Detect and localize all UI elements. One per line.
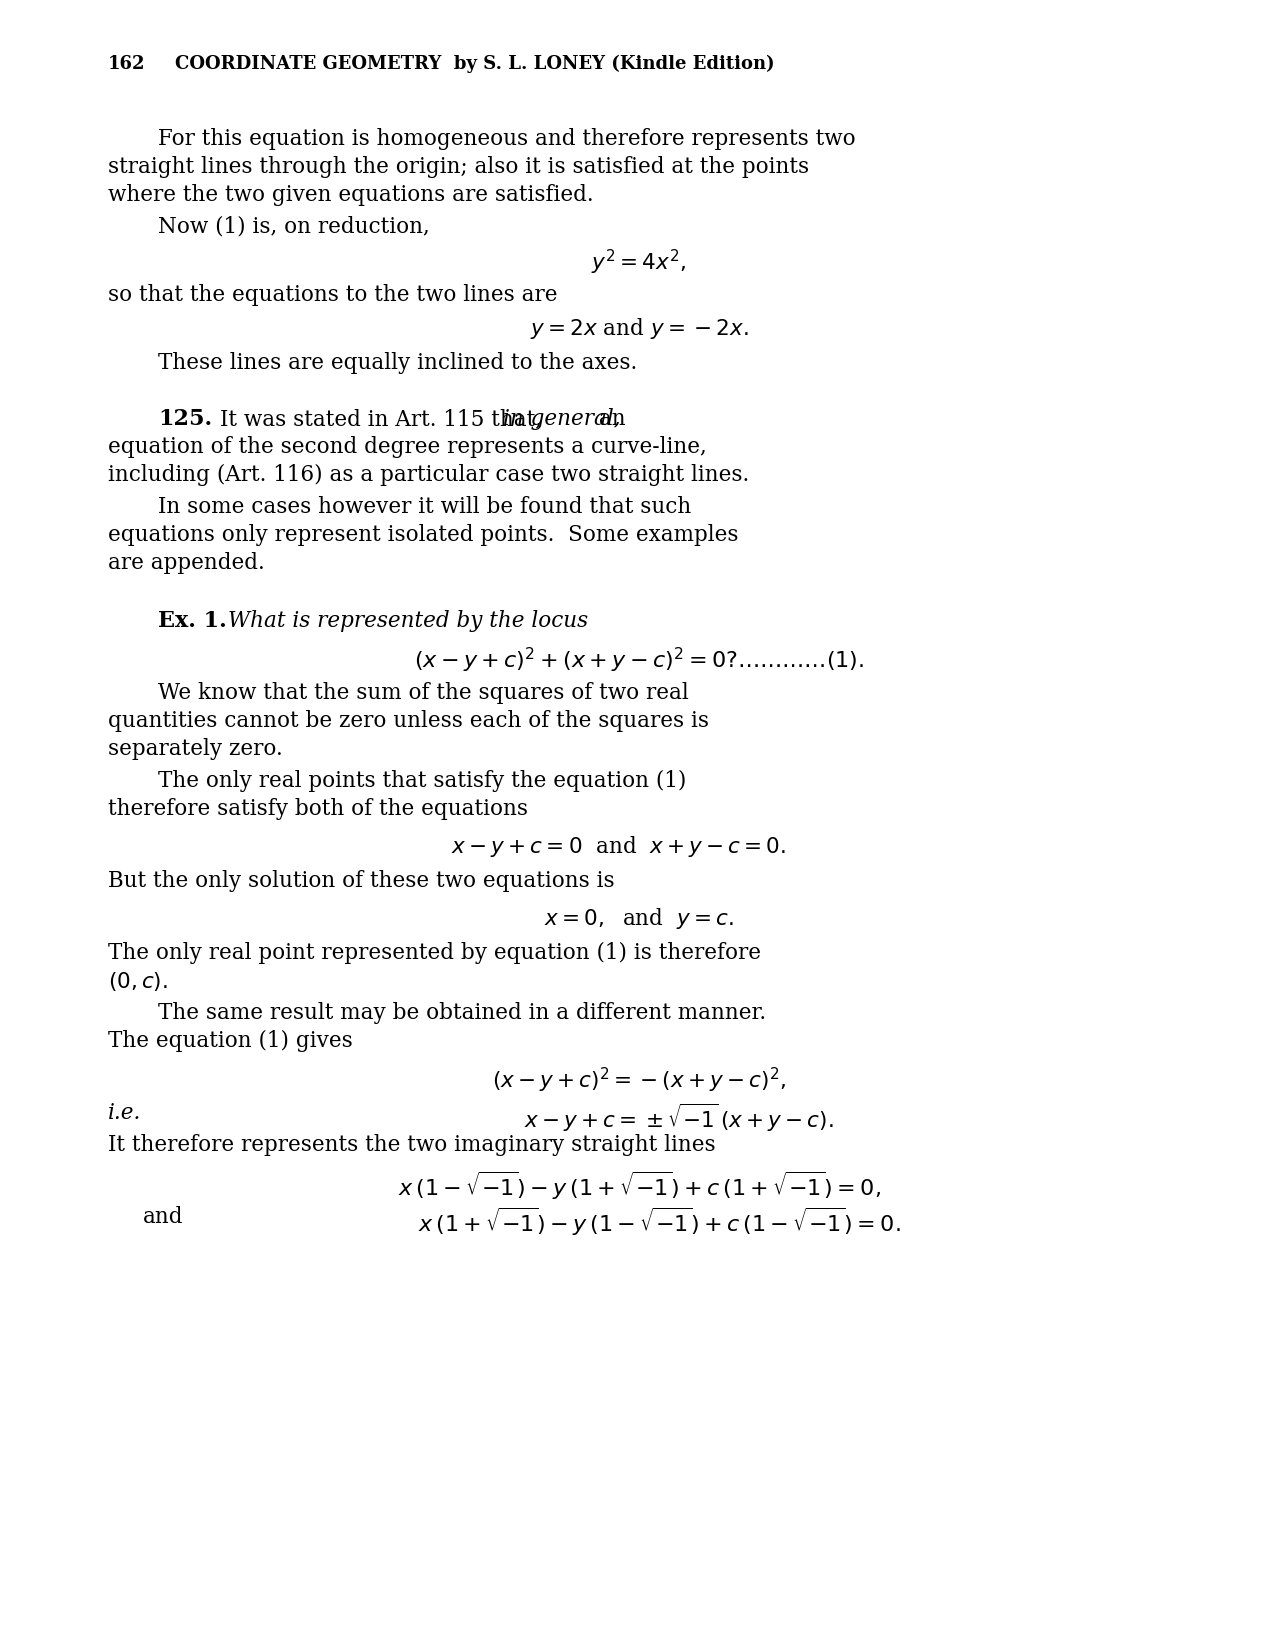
- Text: separately zero.: separately zero.: [108, 738, 283, 759]
- Text: and: and: [143, 1205, 184, 1228]
- Text: The only real points that satisfy the equation (1): The only real points that satisfy the eq…: [158, 769, 686, 792]
- Text: What is represented by the locus: What is represented by the locus: [228, 609, 588, 632]
- Text: The only real point represented by equation (1) is therefore: The only real point represented by equat…: [108, 943, 761, 964]
- Text: The equation (1) gives: The equation (1) gives: [108, 1030, 353, 1052]
- Text: where the two given equations are satisfied.: where the two given equations are satisf…: [108, 183, 594, 206]
- Text: It was stated in Art. 115 that,: It was stated in Art. 115 that,: [221, 408, 548, 429]
- Text: 162: 162: [108, 54, 145, 73]
- Text: $(x-y+c)^2=-(x+y-c)^2,$: $(x-y+c)^2=-(x+y-c)^2,$: [492, 1067, 785, 1095]
- Text: COORDINATE GEOMETRY  by S. L. LONEY (Kindle Edition): COORDINATE GEOMETRY by S. L. LONEY (Kind…: [175, 54, 775, 73]
- Text: including (Art. 116) as a particular case two straight lines.: including (Art. 116) as a particular cas…: [108, 464, 750, 485]
- Text: These lines are equally inclined to the axes.: These lines are equally inclined to the …: [158, 352, 638, 375]
- Text: are appended.: are appended.: [108, 551, 265, 575]
- Text: We know that the sum of the squares of two real: We know that the sum of the squares of t…: [158, 682, 689, 703]
- Text: $y=2x$ and $y=-2x.$: $y=2x$ and $y=-2x.$: [529, 315, 748, 342]
- Text: $x\,(1+\sqrt{-1})-y\,(1-\sqrt{-1})+c\,(1-\sqrt{-1})=0.$: $x\,(1+\sqrt{-1})-y\,(1-\sqrt{-1})+c\,(1…: [418, 1205, 900, 1238]
- Text: Now (1) is, on reduction,: Now (1) is, on reduction,: [158, 216, 430, 238]
- Text: $y^2=4x^2,$: $y^2=4x^2,$: [592, 248, 686, 277]
- Text: $x-y+c=\pm\sqrt{-1}\,(x+y-c).$: $x-y+c=\pm\sqrt{-1}\,(x+y-c).$: [524, 1101, 834, 1134]
- Text: equation of the second degree represents a curve-line,: equation of the second degree represents…: [108, 436, 706, 457]
- Text: straight lines through the origin; also it is satisfied at the points: straight lines through the origin; also …: [108, 155, 810, 178]
- Text: in general,: in general,: [504, 408, 621, 429]
- Text: $x\,(1-\sqrt{-1})-y\,(1+\sqrt{-1})+c\,(1+\sqrt{-1})=0,$: $x\,(1-\sqrt{-1})-y\,(1+\sqrt{-1})+c\,(1…: [398, 1171, 881, 1202]
- Text: $x=0,$  and  $y=c.$: $x=0,$ and $y=c.$: [544, 906, 734, 931]
- Text: In some cases however it will be found that such: In some cases however it will be found t…: [158, 495, 691, 518]
- Text: $(0, c).$: $(0, c).$: [108, 971, 168, 992]
- Text: quantities cannot be zero unless each of the squares is: quantities cannot be zero unless each of…: [108, 710, 709, 731]
- Text: an: an: [592, 408, 626, 429]
- Text: equations only represent isolated points.  Some examples: equations only represent isolated points…: [108, 523, 738, 546]
- Text: It therefore represents the two imaginary straight lines: It therefore represents the two imaginar…: [108, 1134, 715, 1156]
- Text: i.e.: i.e.: [108, 1101, 142, 1124]
- Text: therefore satisfy both of the equations: therefore satisfy both of the equations: [108, 797, 528, 821]
- Text: 125.: 125.: [158, 408, 212, 429]
- Text: so that the equations to the two lines are: so that the equations to the two lines a…: [108, 284, 557, 305]
- Text: The same result may be obtained in a different manner.: The same result may be obtained in a dif…: [158, 1002, 766, 1024]
- Text: $(x-y+c)^2+(x+y-c)^2=0?\ldots\ldots\ldots\ldots(1).$: $(x-y+c)^2+(x+y-c)^2=0?\ldots\ldots\ldot…: [414, 646, 864, 675]
- Text: $x-y+c=0$  and  $x+y-c=0.$: $x-y+c=0$ and $x+y-c=0.$: [451, 834, 787, 859]
- Text: For this equation is homogeneous and therefore represents two: For this equation is homogeneous and the…: [158, 129, 856, 150]
- Text: Ex. 1.: Ex. 1.: [158, 609, 227, 632]
- Text: But the only solution of these two equations is: But the only solution of these two equat…: [108, 870, 615, 892]
